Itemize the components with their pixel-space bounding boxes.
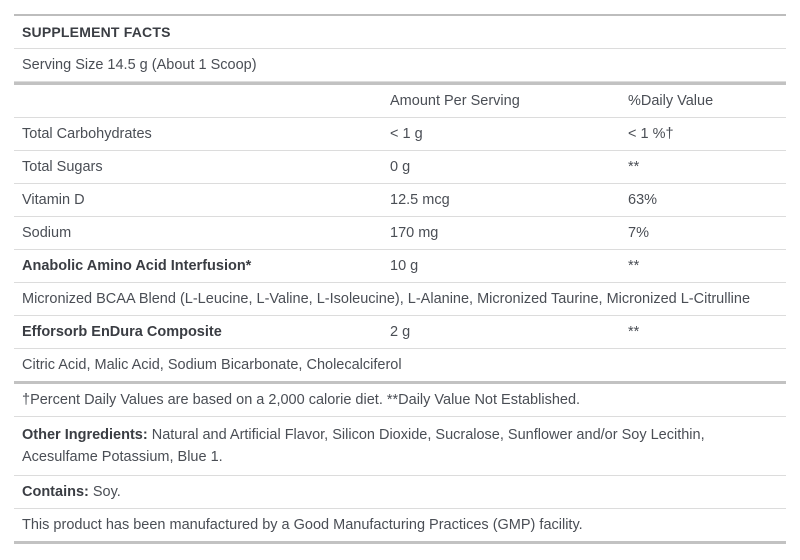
- gmp-note-text: This product has been manufactured by a …: [22, 517, 583, 533]
- nutrient-amount: < 1 g: [390, 126, 423, 142]
- serving-size-text: Serving Size 14.5 g (About 1 Scoop): [22, 57, 257, 73]
- panel-title-row: SUPPLEMENT FACTS: [14, 16, 786, 49]
- column-header-daily-value: %Daily Value: [628, 93, 714, 109]
- nutrient-daily-value: 63%: [628, 192, 658, 208]
- nutrient-daily-value: **: [628, 258, 640, 274]
- row-bcaa-blend-ingredients: Micronized BCAA Blend (L-Leucine, L-Vali…: [14, 283, 786, 316]
- column-header-amount: Amount Per Serving: [390, 93, 520, 109]
- nutrient-amount: 0 g: [390, 159, 411, 175]
- row-total-carbohydrates: Total Carbohydrates < 1 g < 1 %†: [14, 118, 786, 151]
- nutrient-label: Efforsorb EnDura Composite: [22, 324, 222, 340]
- nutrient-daily-value: 7%: [628, 225, 649, 241]
- row-efforsorb-ingredients: Citric Acid, Malic Acid, Sodium Bicarbon…: [14, 349, 786, 384]
- nutrient-label: Total Carbohydrates: [22, 126, 152, 142]
- gmp-row: This product has been manufactured by a …: [14, 509, 786, 544]
- nutrient-label: Vitamin D: [22, 192, 85, 208]
- nutrient-daily-value: **: [628, 324, 640, 340]
- contains-text: Contains: Soy.: [22, 484, 121, 500]
- row-sodium: Sodium 170 mg 7%: [14, 217, 786, 250]
- nutrient-amount: 10 g: [390, 258, 419, 274]
- contains-label: Contains:: [22, 484, 89, 500]
- nutrient-amount: 12.5 mcg: [390, 192, 450, 208]
- footnote-text: †Percent Daily Values are based on a 2,0…: [22, 392, 581, 408]
- serving-size-row: Serving Size 14.5 g (About 1 Scoop): [14, 49, 786, 82]
- nutrient-label: Anabolic Amino Acid Interfusion*: [22, 258, 252, 274]
- spacer-row: [14, 82, 786, 85]
- row-vitamin-d: Vitamin D 12.5 mcg 63%: [14, 184, 786, 217]
- nutrient-daily-value: < 1 %†: [628, 126, 674, 142]
- column-header-row: Amount Per Serving %Daily Value: [14, 85, 786, 118]
- nutrient-label: Total Sugars: [22, 159, 103, 175]
- row-anabolic-amino-acid-interfusion: Anabolic Amino Acid Interfusion* 10 g **: [14, 250, 786, 283]
- row-total-sugars: Total Sugars 0 g **: [14, 151, 786, 184]
- supplement-facts-panel: SUPPLEMENT FACTS Serving Size 14.5 g (Ab…: [14, 14, 786, 544]
- other-ingredients-text: Other Ingredients: Natural and Artificia…: [22, 427, 705, 465]
- panel-title: SUPPLEMENT FACTS: [22, 24, 171, 40]
- composite-ingredients-text: Citric Acid, Malic Acid, Sodium Bicarbon…: [22, 357, 402, 373]
- nutrient-label: Sodium: [22, 225, 72, 241]
- other-ingredients-label: Other Ingredients:: [22, 427, 148, 443]
- blend-ingredients-text: Micronized BCAA Blend (L-Leucine, L-Vali…: [22, 291, 751, 307]
- nutrient-amount: 170 mg: [390, 225, 439, 241]
- other-ingredients-row: Other Ingredients: Natural and Artificia…: [14, 417, 786, 476]
- nutrient-amount: 2 g: [390, 324, 411, 340]
- row-efforsorb-endura-composite: Efforsorb EnDura Composite 2 g **: [14, 316, 786, 349]
- footnote-row: †Percent Daily Values are based on a 2,0…: [14, 384, 786, 417]
- nutrient-daily-value: **: [628, 159, 640, 175]
- contains-row: Contains: Soy.: [14, 476, 786, 509]
